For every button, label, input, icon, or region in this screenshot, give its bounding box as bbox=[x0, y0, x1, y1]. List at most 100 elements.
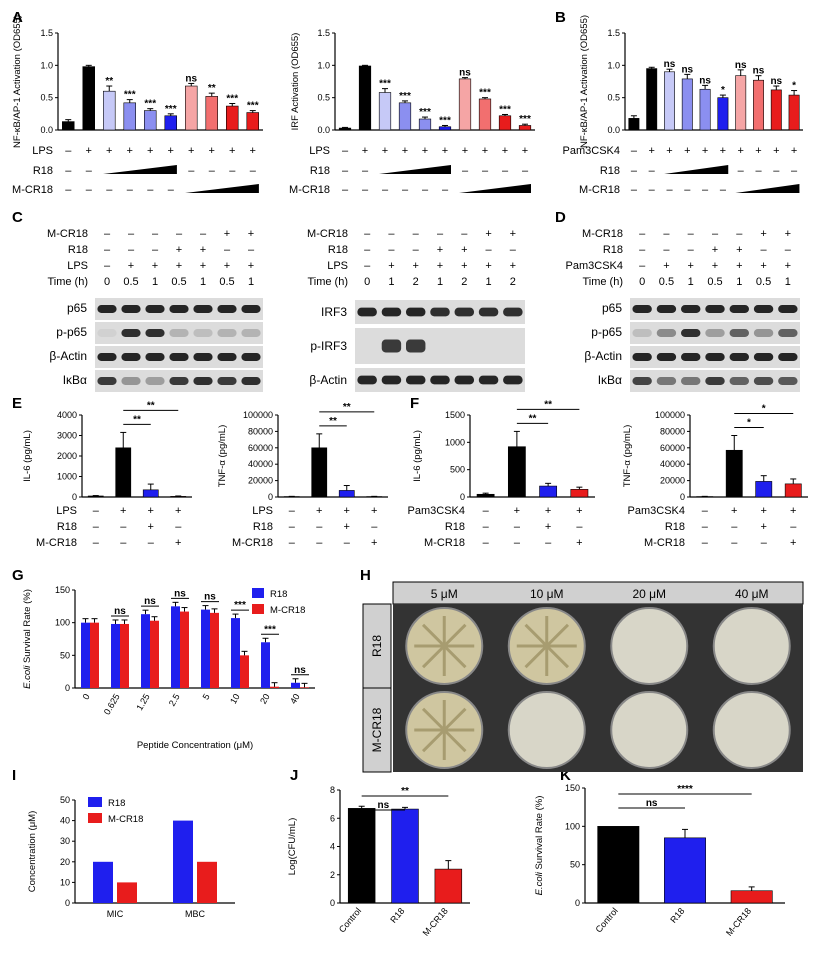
bar bbox=[418, 118, 432, 131]
x-tick-label: 0 bbox=[81, 692, 92, 701]
wb-C1-row-label: p-p65 bbox=[56, 325, 87, 339]
row-stim-cell: + bbox=[422, 145, 428, 157]
wb-C2-band bbox=[381, 339, 402, 353]
significance-label: *** bbox=[165, 104, 177, 115]
row-mcr18-cell: – bbox=[545, 537, 552, 549]
plate-dish-clear bbox=[610, 607, 689, 685]
significance-label: ** bbox=[529, 413, 537, 424]
wb-C2-label: LPS bbox=[327, 260, 348, 272]
chart-B-ytick-label: 1.5 bbox=[607, 28, 620, 38]
row-r18-cell: – bbox=[755, 165, 762, 177]
wb-C2-cell: + bbox=[437, 260, 443, 272]
rows-E2: LPS – + + + R18 – – + – M-CR18 – – – + bbox=[232, 505, 378, 549]
chart-G-xlabel: Peptide Concentration (μM) bbox=[137, 740, 253, 751]
wb-C1-band bbox=[217, 305, 237, 313]
western-blots: M-CR18 – – – – – + + R18 – – – + + – – LPS – + + + + + + Time (h… bbox=[47, 228, 800, 392]
wb-D-band bbox=[705, 305, 725, 313]
bar bbox=[539, 485, 558, 498]
row-stim-cell: + bbox=[702, 145, 708, 157]
wb-C1-time-label: Time (h) bbox=[47, 276, 88, 288]
wb-D-band bbox=[753, 377, 774, 385]
plate-row-bar bbox=[362, 603, 392, 689]
wb-D-cell: – bbox=[736, 228, 743, 240]
colony-streak bbox=[421, 707, 446, 732]
chart-I-ytick-label: 10 bbox=[60, 877, 70, 887]
row-r18-cell: – bbox=[120, 521, 127, 533]
row-mcr18-cell: – bbox=[148, 537, 155, 549]
chart-G-ytick-label: 0 bbox=[65, 683, 70, 693]
wb-C1-band bbox=[217, 353, 237, 361]
wb-D-band bbox=[681, 305, 701, 313]
bar bbox=[476, 493, 495, 498]
row-stim-cell: + bbox=[442, 145, 448, 157]
bar bbox=[398, 102, 412, 131]
significance-label: ns bbox=[204, 592, 216, 603]
row-r18-cell: – bbox=[631, 165, 638, 177]
row-mcr18-cell: – bbox=[514, 537, 521, 549]
row-r18-cell: – bbox=[362, 165, 369, 177]
chart-J-ytick-label: 4 bbox=[330, 842, 335, 852]
chart-F1-ylabel: IL-6 (pg/mL) bbox=[412, 430, 423, 482]
row-mcr18-cell: – bbox=[120, 537, 127, 549]
wb-D-row-label: IκBα bbox=[598, 373, 622, 387]
wb-D-time-label: Time (h) bbox=[582, 276, 623, 288]
x-tick-label: 20 bbox=[258, 692, 272, 706]
chart-I-ytick-label: 40 bbox=[60, 816, 70, 826]
wb-C1-cell: – bbox=[104, 260, 111, 272]
wb-C1-membrane bbox=[95, 322, 263, 344]
significance-label: ns bbox=[753, 66, 765, 77]
x-tick-label: R18 bbox=[668, 906, 686, 925]
row-stim-cell: + bbox=[514, 505, 520, 517]
wb-C1-band bbox=[217, 377, 237, 385]
significance-label: ns bbox=[294, 665, 306, 676]
row-r18-cell: – bbox=[342, 165, 349, 177]
wb-D-band bbox=[656, 305, 677, 313]
significance-label: * bbox=[721, 85, 725, 96]
bar bbox=[144, 110, 157, 131]
chart-F2-ytick-label: 80000 bbox=[660, 426, 685, 436]
wb-C1-band bbox=[97, 329, 117, 337]
bar bbox=[438, 126, 452, 131]
row-stim-cell: + bbox=[362, 145, 368, 157]
wb-C1: M-CR18 – – – – – + + R18 – – – + + – – LPS – + + + + + + Time (h… bbox=[47, 228, 263, 392]
wb-D-label: Pam3CSK4 bbox=[566, 260, 623, 272]
legend-swatch bbox=[252, 588, 264, 598]
plate-dish-clear bbox=[507, 691, 586, 769]
wb-C1-band bbox=[97, 377, 117, 385]
row-mcr18-cell: – bbox=[289, 537, 296, 549]
chart-F1-ytick-label: 1500 bbox=[445, 410, 465, 420]
chart-G-ytick-label: 150 bbox=[55, 585, 70, 595]
significance-label: ** bbox=[147, 400, 155, 411]
wb-C2-label: R18 bbox=[328, 244, 348, 256]
row-mcr18-cell: – bbox=[702, 184, 709, 196]
bar-R18 bbox=[111, 623, 120, 688]
bar bbox=[699, 88, 711, 131]
wb-D-band bbox=[753, 353, 774, 361]
plate-dish-clear bbox=[712, 691, 791, 769]
significance-label: ns bbox=[114, 606, 126, 617]
chart-E2-ytick-label: 20000 bbox=[248, 476, 273, 486]
significance-label: ** bbox=[208, 83, 216, 94]
wb-D-row-label: p65 bbox=[602, 301, 622, 315]
chart-K-ytick-label: 150 bbox=[565, 783, 580, 793]
rows-F2: Pam3CSK4 – + + + R18 – – + – M-CR18 – – – + bbox=[628, 505, 798, 549]
significance-label: *** bbox=[234, 600, 246, 611]
wb-C1-cell: + bbox=[200, 260, 206, 272]
row-stim-cell: + bbox=[127, 145, 133, 157]
wb-C2-band bbox=[357, 375, 377, 385]
wb-D-band bbox=[681, 377, 701, 385]
row-mcr18-cell: – bbox=[316, 537, 323, 549]
wb-C2-time-value: 1 bbox=[437, 276, 443, 288]
wb-C1-cell: – bbox=[104, 228, 111, 240]
colony-streak bbox=[443, 707, 467, 732]
chart-J: 0 2 4 6 8 Log(CFU/mL) Control R18 M-CR18 ns ** bbox=[287, 785, 470, 938]
row-stim-label: Pam3CSK4 bbox=[408, 505, 465, 517]
chart-B-ytick-label: 0.0 bbox=[607, 125, 620, 135]
wb-C1-band bbox=[145, 305, 165, 313]
wb-C2-band bbox=[430, 375, 450, 385]
wb-C2-time-label: Time (h) bbox=[307, 276, 348, 288]
bar-R18 bbox=[141, 614, 150, 688]
chart-E2-ytick-label: 40000 bbox=[248, 459, 273, 469]
wb-C2-cell: – bbox=[486, 244, 493, 256]
bar-M-CR18 bbox=[197, 861, 217, 903]
